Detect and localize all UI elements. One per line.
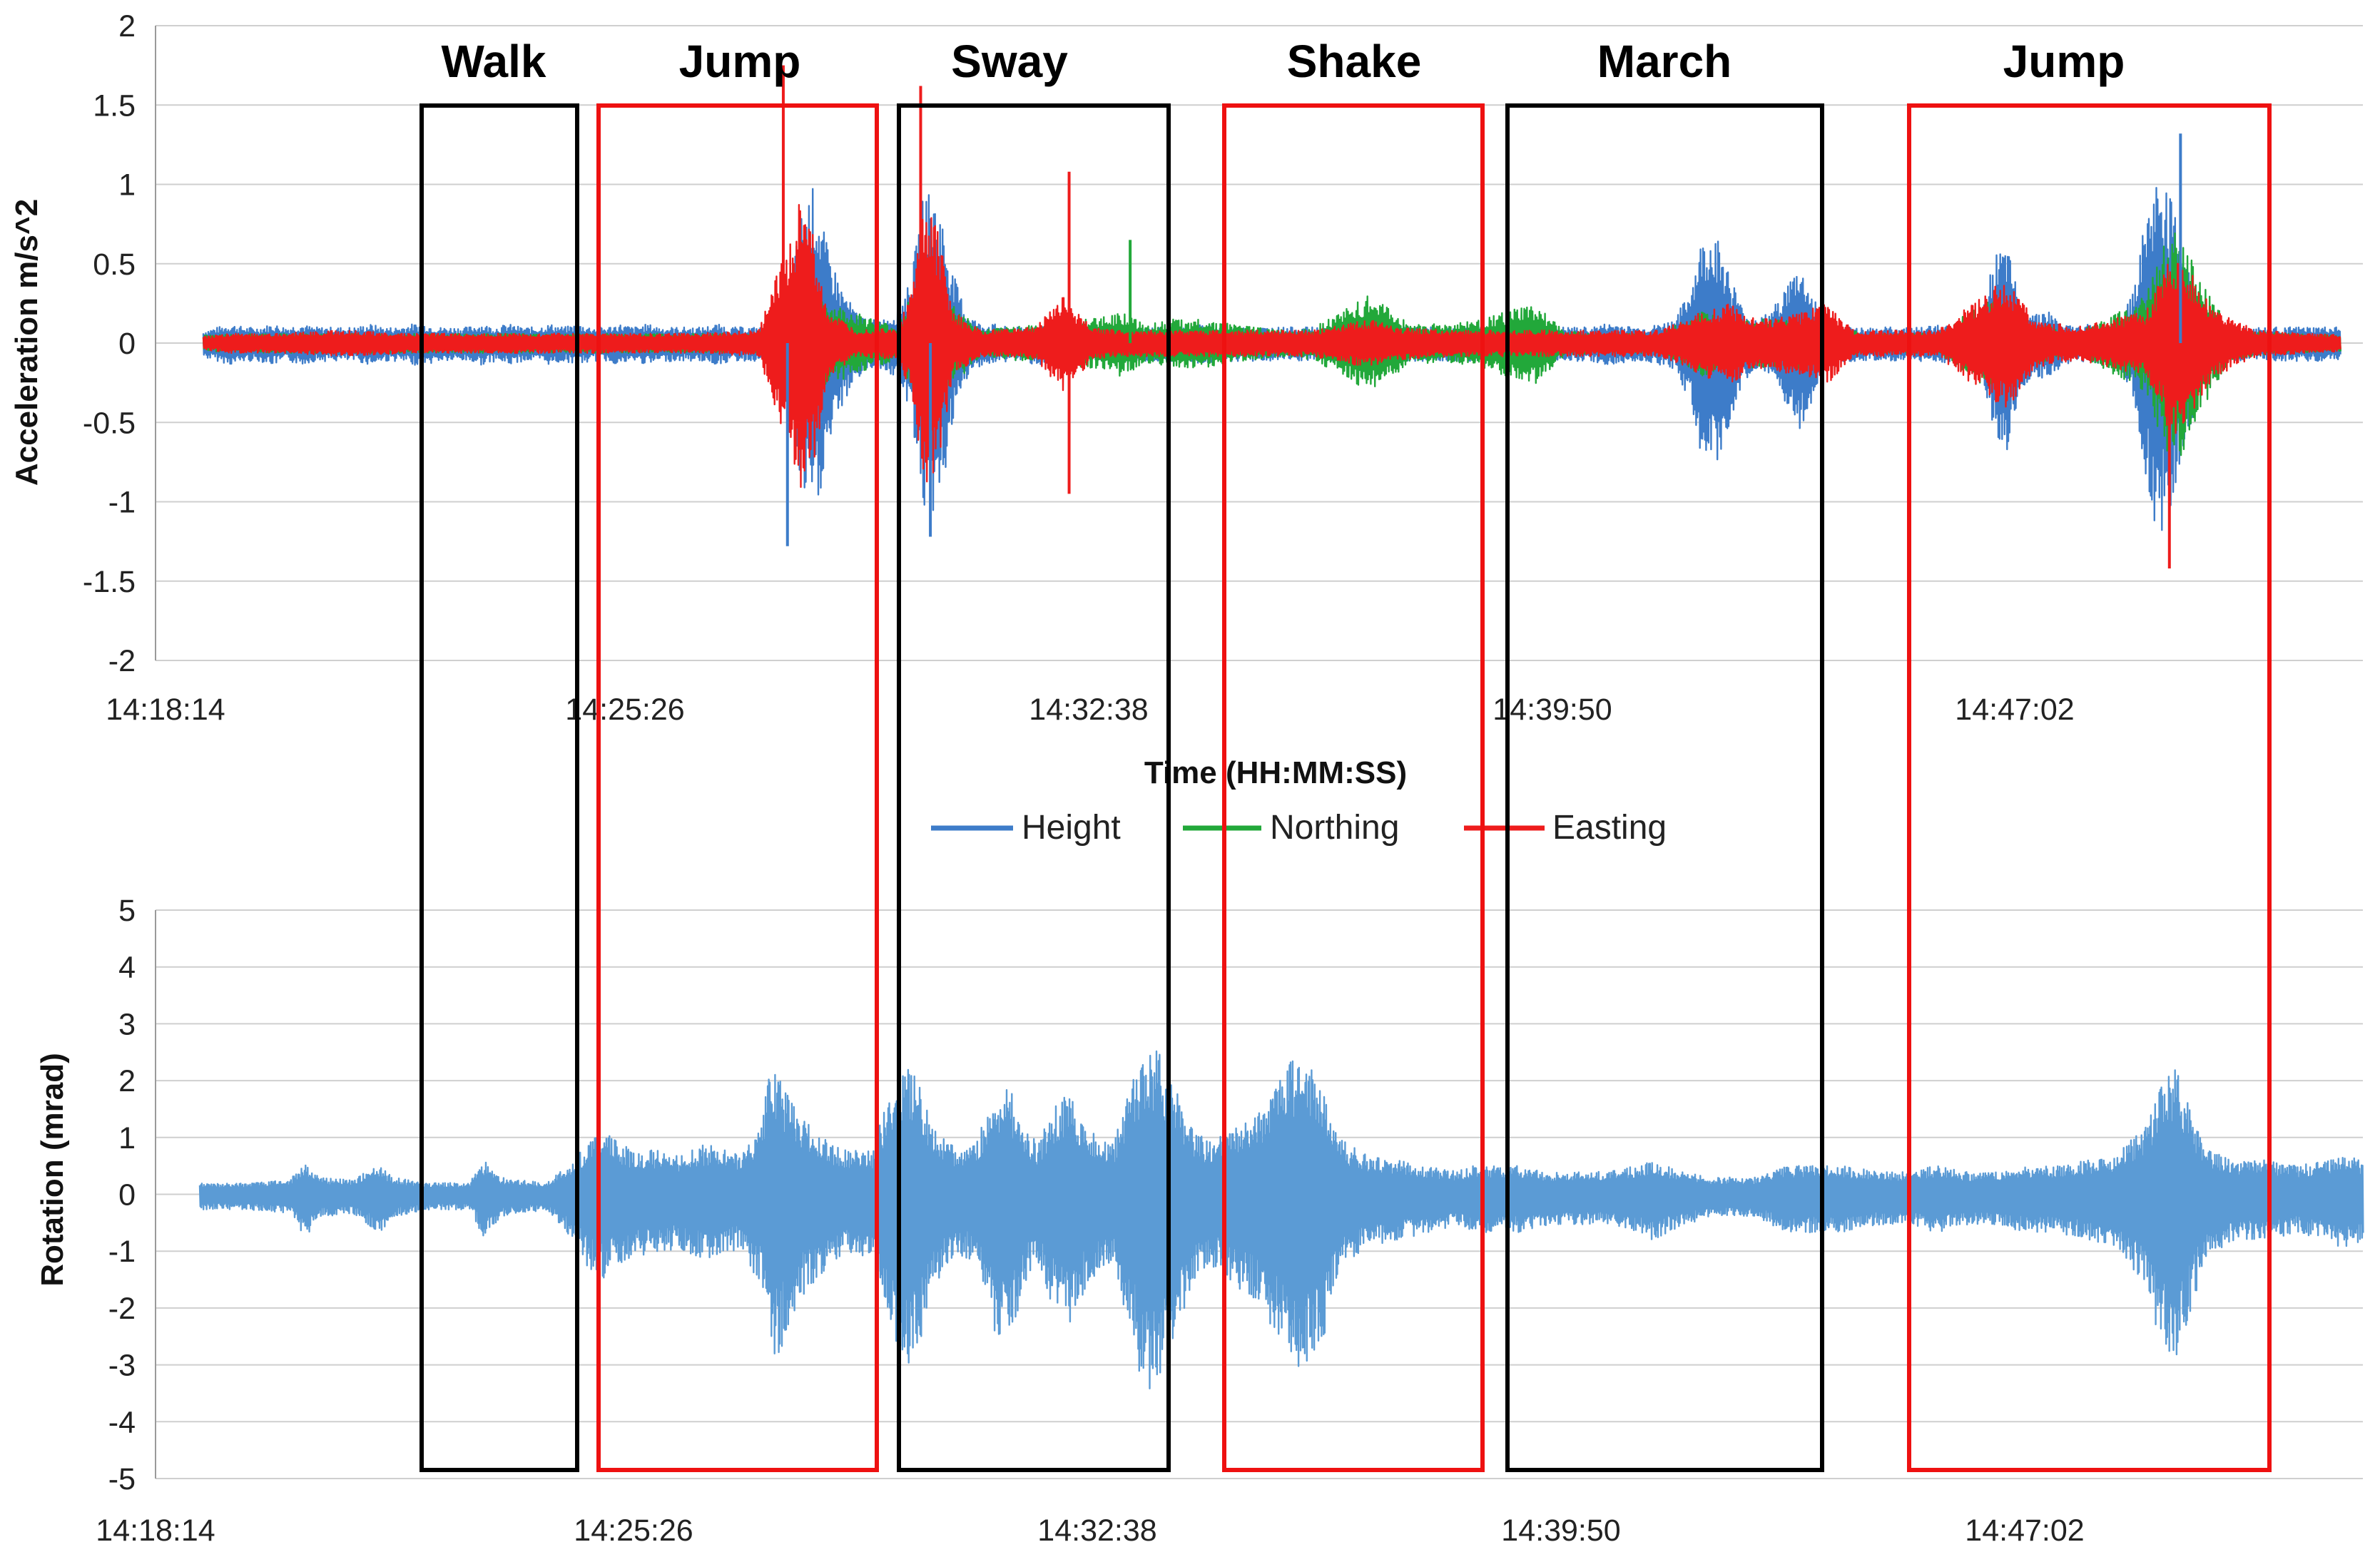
activity-label-shake: Shake <box>1287 36 1422 87</box>
rotation-series <box>198 1050 2364 1389</box>
acceleration-x-tick-label: 14:32:38 <box>1029 693 1148 727</box>
acceleration-y-tick-label: 0.5 <box>93 247 136 282</box>
legend: Height Northing Easting <box>931 809 1667 847</box>
acceleration-y-tick-label: 0 <box>118 327 136 361</box>
acceleration-series-easting <box>202 204 2341 489</box>
rotation-y-tick-label: 1 <box>118 1121 136 1155</box>
rotation-y-tick-label: 0 <box>118 1178 136 1213</box>
activity-label-sway: Sway <box>951 36 1068 87</box>
acceleration-y-tick-label: 2 <box>118 9 136 44</box>
x-axis-label: Time (HH:MM:SS) <box>1144 755 1407 790</box>
acceleration-x-ticks: 14:18:14 14:25:26 14:32:38 14:39:50 14:47:02 <box>106 693 2074 727</box>
activity-label-walk: Walk <box>442 36 546 87</box>
rotation-chart: 5 4 3 2 1 0 -1 -2 -3 -4 -5 14:18:14 14:25:26 14:32:3… <box>35 894 2364 1548</box>
acceleration-y-tick-label: 1.5 <box>93 88 136 123</box>
legend-label-easting: Easting <box>1552 809 1667 847</box>
acceleration-y-ticks: 2 1.5 1 0.5 0 -0.5 -1 -1.5 -2 <box>83 9 136 678</box>
activity-box-jump <box>1907 103 2272 1472</box>
activity-boxes: Walk Jump Sway Shake March Jump <box>419 36 2272 1472</box>
rotation-x-tick-label: 14:39:50 <box>1501 1513 1620 1548</box>
acceleration-y-tick-label: -0.5 <box>83 406 136 440</box>
legend-label-northing: Northing <box>1270 809 1399 847</box>
rotation-x-tick-label: 14:25:26 <box>574 1513 693 1548</box>
acceleration-y-tick-label: -2 <box>108 644 136 678</box>
acceleration-y-tick-label: -1.5 <box>83 565 136 599</box>
activity-label-jump: Jump <box>679 36 801 87</box>
activity-box-jump <box>596 103 879 1472</box>
rotation-y-tick-label: 5 <box>118 894 136 928</box>
rotation-series-rotation <box>198 1050 2364 1389</box>
activity-box-sway <box>897 103 1171 1472</box>
activity-label-march: March <box>1597 36 1732 87</box>
rotation-x-tick-label: 14:32:38 <box>1037 1513 1156 1548</box>
rotation-x-tick-label: 14:18:14 <box>96 1513 215 1548</box>
rotation-y-tick-label: 2 <box>118 1064 136 1098</box>
rotation-y-axis-label: Rotation (mrad) <box>35 1053 70 1287</box>
activity-box-walk <box>419 103 579 1472</box>
rotation-x-ticks: 14:18:14 14:25:26 14:32:38 14:39:50 14:47:02 <box>96 1513 2084 1548</box>
legend-label-height: Height <box>1022 809 1121 847</box>
rotation-x-tick-label: 14:47:02 <box>1965 1513 2084 1548</box>
acceleration-chart: 21.510.50-0.5-1-1.5-2 14:18:14 14:25:26 14… <box>9 9 2363 790</box>
rotation-y-tick-label: -2 <box>108 1292 136 1326</box>
rotation-y-ticks: 5 4 3 2 1 0 -1 -2 -3 -4 -5 <box>108 894 136 1496</box>
acceleration-y-tick-label: -1 <box>108 486 136 520</box>
rotation-y-tick-label: -5 <box>108 1462 136 1496</box>
activity-box-shake <box>1222 103 1485 1472</box>
acceleration-x-tick-label: 14:47:02 <box>1955 693 2074 727</box>
rotation-y-tick-label: 3 <box>118 1007 136 1041</box>
acceleration-y-tick-label: 1 <box>118 168 136 203</box>
acceleration-x-tick-label: 14:18:14 <box>106 693 225 727</box>
activity-label-jump: Jump <box>2003 36 2125 87</box>
rotation-y-tick-label: -1 <box>108 1235 136 1269</box>
rotation-y-tick-label: -4 <box>108 1405 136 1439</box>
activity-box-march <box>1505 103 1824 1472</box>
acceleration-y-axis-label: Acceleration m/s^2 <box>9 199 44 486</box>
acceleration-x-tick-label: 14:39:50 <box>1492 693 1612 727</box>
rotation-y-tick-label: -3 <box>108 1349 136 1383</box>
acceleration-series <box>202 65 2341 568</box>
rotation-y-tick-label: 4 <box>118 951 136 985</box>
acceleration-x-tick-label: 14:25:26 <box>565 693 684 727</box>
